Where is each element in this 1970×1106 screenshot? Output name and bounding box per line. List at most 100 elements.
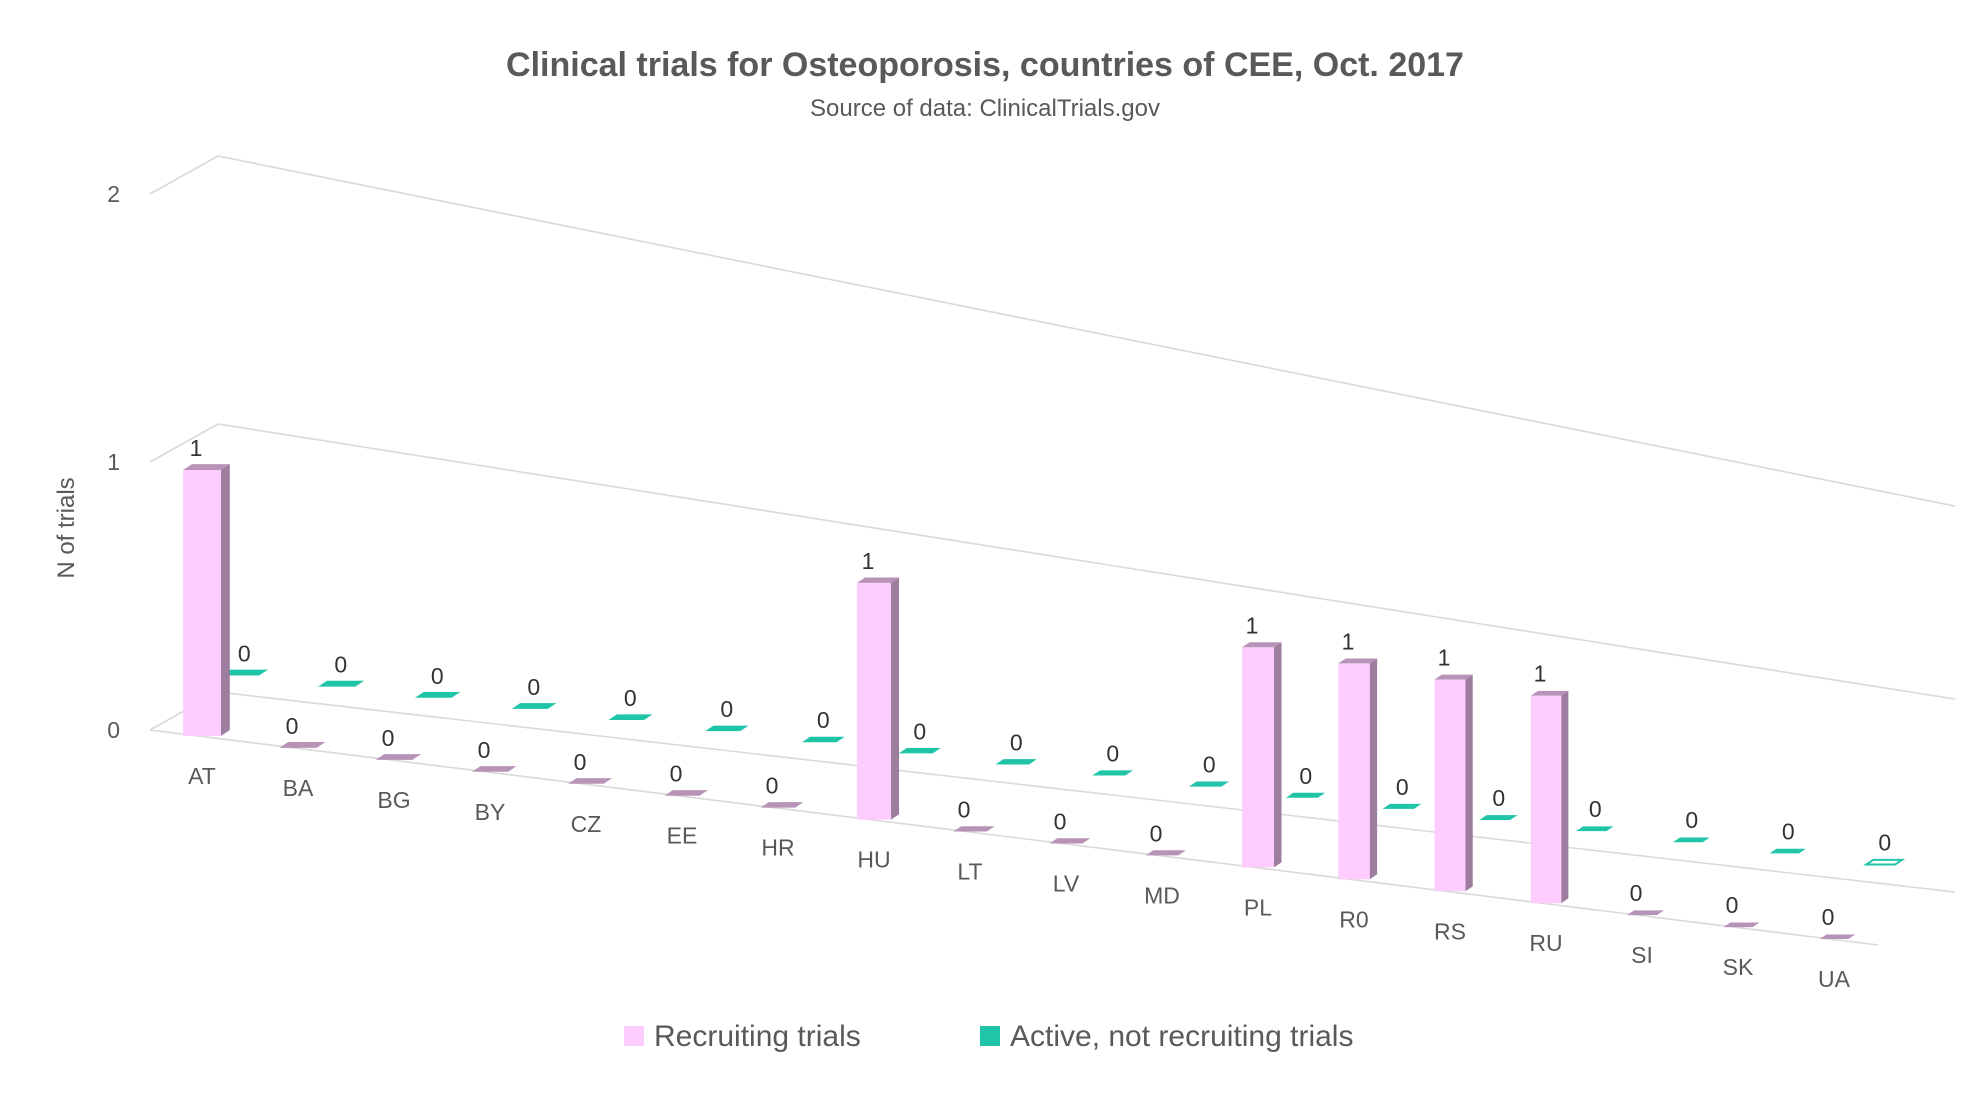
- value-label-active-R0: 0: [1396, 774, 1409, 800]
- gridline-side-2: [149, 155, 219, 195]
- bar-active-HR: [801, 736, 845, 743]
- y-axis-ticks: 0 1 2: [107, 181, 120, 743]
- bar-active-R0: [1382, 803, 1422, 809]
- bar-active-BA: [318, 680, 365, 687]
- bar-recruiting-MD: [1145, 850, 1186, 856]
- value-label-active-MD: 0: [1203, 752, 1216, 778]
- gridlines: [149, 155, 1956, 946]
- value-label-active-BY: 0: [527, 674, 540, 700]
- value-label-recruiting-LV: 0: [1054, 808, 1067, 834]
- y-tick-label-2: 2: [107, 181, 120, 207]
- value-label-recruiting-SI: 0: [1630, 880, 1643, 906]
- value-label-active-LV: 0: [1106, 741, 1119, 767]
- bar-active-AT: [221, 669, 269, 676]
- bar-active-PL: [1285, 792, 1326, 798]
- value-label-active-EE: 0: [720, 696, 733, 722]
- bar-recruiting-R0: [1338, 658, 1378, 880]
- gridline-back-2: [217, 155, 1956, 507]
- value-label-recruiting-BG: 0: [382, 725, 395, 751]
- value-label-active-RU: 0: [1589, 796, 1602, 822]
- value-label-active-AT: 0: [238, 641, 251, 667]
- value-label-recruiting-BA: 0: [286, 713, 299, 739]
- bar-recruiting-EE: [664, 790, 708, 796]
- bar-active-SK: [1769, 848, 1806, 854]
- value-label-recruiting-BY: 0: [478, 737, 491, 763]
- bars: 0 1 0 0 0 0 0 0 0 0 0 0 0 0 0 1 0 0 0 0 0 0 0 1 0 1 0 1 0 1 0 0 0 0 0 0: [183, 435, 1906, 940]
- category-label-R0: R0: [1339, 906, 1368, 932]
- chart-subtitle: Source of data: ClinicalTrials.gov: [810, 95, 1160, 122]
- value-label-active-BA: 0: [334, 652, 347, 678]
- legend-swatch-recruiting: [624, 1026, 644, 1046]
- legend-label-active: Active, not recruiting trials: [1010, 1020, 1353, 1053]
- bar-recruiting-BG: [375, 754, 422, 760]
- category-label-LV: LV: [1053, 870, 1080, 896]
- category-label-BY: BY: [475, 799, 506, 825]
- category-label-BG: BG: [377, 787, 410, 813]
- category-labels: AT BA BG BY CZ EE HR HU LT LV MD PL R0 RS RU SI SK UA: [188, 763, 1850, 992]
- value-label-recruiting-LT: 0: [958, 797, 971, 823]
- bar-active-UA: [1863, 858, 1906, 866]
- value-label-recruiting-UA: 0: [1822, 904, 1835, 930]
- value-label-active-CZ: 0: [624, 685, 637, 711]
- category-label-HU: HU: [857, 847, 890, 873]
- bar-active-EE: [705, 725, 749, 732]
- value-label-active-HR: 0: [817, 707, 830, 733]
- value-label-recruiting-EE: 0: [670, 761, 683, 787]
- value-label-active-RS: 0: [1492, 785, 1505, 811]
- category-label-HR: HR: [761, 835, 794, 861]
- category-label-BA: BA: [283, 775, 314, 801]
- value-label-recruiting-R0: 1: [1342, 628, 1355, 654]
- category-label-UA: UA: [1818, 966, 1851, 992]
- value-label-recruiting-RU: 1: [1534, 661, 1547, 687]
- bar-recruiting-BY: [471, 766, 517, 772]
- bar-active-SI: [1672, 837, 1710, 843]
- value-label-recruiting-SK: 0: [1726, 892, 1739, 918]
- bar-recruiting-HU: [856, 577, 900, 820]
- bar-recruiting-RU: [1530, 690, 1569, 904]
- bar-active-HU: [898, 747, 941, 754]
- legend: Recruiting trials Active, not recruiting…: [624, 1020, 1353, 1053]
- gridline-side-1: [149, 423, 219, 463]
- value-label-recruiting-PL: 1: [1246, 612, 1259, 638]
- value-label-active-LT: 0: [1010, 729, 1023, 755]
- floor-front-edge: [149, 729, 1879, 946]
- y-tick-label-1: 1: [107, 449, 120, 475]
- legend-swatch-active: [980, 1026, 1000, 1046]
- bar-active-LV: [1092, 770, 1134, 776]
- category-label-RS: RS: [1434, 918, 1466, 944]
- bar-recruiting-PL: [1242, 642, 1282, 868]
- chart-title: Clinical trials for Osteoporosis, countr…: [506, 46, 1464, 84]
- bar-recruiting-UA: [1819, 934, 1856, 940]
- bar-recruiting-CZ: [568, 778, 613, 784]
- bar-active-LT: [995, 759, 1037, 765]
- bar-active-BY: [511, 703, 557, 709]
- value-label-active-SK: 0: [1782, 818, 1795, 844]
- bar-recruiting-AT: [183, 464, 230, 736]
- value-label-recruiting-HU: 1: [862, 548, 875, 574]
- gridline-back-1: [217, 423, 1956, 700]
- value-label-recruiting-AT: 1: [190, 435, 203, 461]
- category-label-LT: LT: [957, 859, 982, 885]
- value-label-active-HU: 0: [913, 718, 926, 744]
- category-label-SK: SK: [1723, 954, 1754, 980]
- category-label-AT: AT: [188, 763, 216, 789]
- value-label-active-BG: 0: [431, 663, 444, 689]
- gridline-back-0: [217, 691, 1956, 893]
- category-label-SI: SI: [1631, 942, 1653, 968]
- category-label-CZ: CZ: [571, 811, 602, 837]
- value-label-recruiting-RS: 1: [1438, 645, 1451, 671]
- value-label-active-SI: 0: [1685, 807, 1698, 833]
- bar-active-CZ: [608, 714, 653, 720]
- bar-active-MD: [1189, 781, 1230, 787]
- bar-recruiting-LT: [953, 826, 995, 832]
- bar-recruiting-SI: [1627, 910, 1664, 916]
- bar-active-RU: [1576, 826, 1614, 832]
- legend-label-recruiting: Recruiting trials: [654, 1020, 861, 1053]
- value-label-active-UA: 0: [1878, 829, 1891, 855]
- bar-recruiting-SK: [1723, 922, 1760, 928]
- bar-recruiting-LV: [1049, 838, 1091, 844]
- bar-active-RS: [1479, 815, 1518, 820]
- bar-recruiting-HR: [760, 802, 804, 808]
- category-label-MD: MD: [1144, 882, 1180, 908]
